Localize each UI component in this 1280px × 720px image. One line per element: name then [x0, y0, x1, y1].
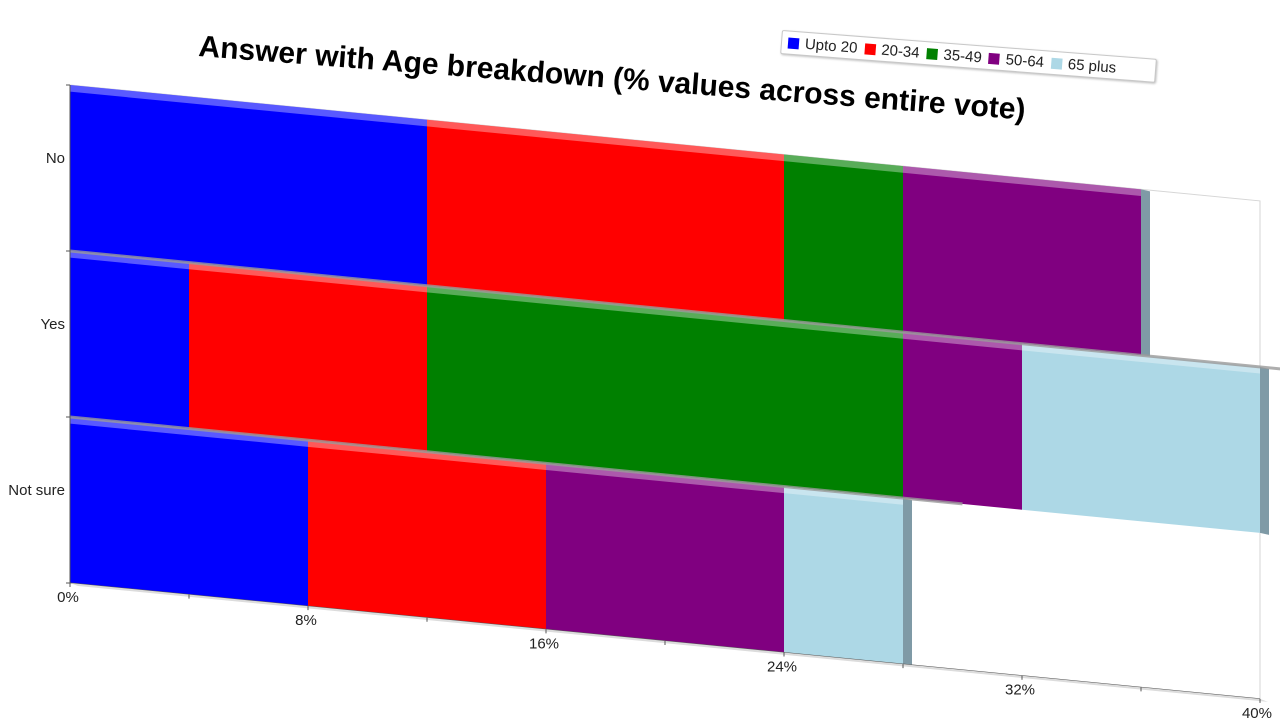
bar-top-face: [70, 251, 189, 270]
x-tick-label: 16%: [529, 635, 559, 652]
bar-yes-65-plus: [1022, 343, 1260, 533]
bar-yes-20-34: [189, 262, 427, 452]
x-tick-label: 32%: [1005, 682, 1035, 699]
bar-top-face: [189, 262, 427, 293]
bar-end-face: [1141, 189, 1150, 358]
legend-item: 50-64: [988, 49, 1045, 71]
legend-swatch: [863, 42, 876, 55]
legend-swatch: [926, 47, 938, 60]
bar-top-face: [903, 166, 1141, 196]
legend-swatch: [988, 52, 1001, 65]
bar-yes-35-49: [427, 285, 903, 499]
legend-label: 50-64: [1005, 50, 1045, 71]
bar-not-sure-65-plus: [784, 486, 903, 665]
bar-not-sure-50-64: [546, 463, 784, 653]
x-tick-label: 8%: [295, 612, 317, 629]
bar-no-50-64: [903, 166, 1141, 356]
bar-top-face: [427, 285, 903, 339]
bar-top-face: [784, 486, 903, 505]
x-axis-floor: [70, 583, 1268, 702]
bar-top-face: [308, 440, 546, 471]
bar-top-face: [546, 463, 784, 494]
bar-top-face: [70, 85, 427, 127]
legend-label: 65 plus: [1067, 55, 1117, 77]
x-tick-label: 40%: [1242, 705, 1272, 720]
legend-item: 65 plus: [1050, 54, 1117, 77]
bar-end-face: [903, 498, 912, 667]
bar-end-face: [1260, 366, 1269, 535]
bar-not-sure-upto-20: [70, 417, 308, 607]
legend-label: 35-49: [942, 45, 983, 66]
bar-no-35-49: [784, 154, 903, 333]
legend-item: 35-49: [926, 45, 983, 66]
bar-no-20-34: [427, 119, 784, 321]
bar-not-sure-20-34: [308, 440, 546, 630]
bar-yes-upto-20: [70, 251, 189, 429]
y-category-label: Yes: [41, 316, 65, 333]
bar-no-upto-20: [70, 85, 427, 286]
bar-top-face: [70, 417, 308, 447]
legend-swatch: [787, 37, 800, 49]
bar-top-face: [427, 119, 784, 162]
x-tick-label: 24%: [767, 659, 797, 676]
legend-swatch: [1050, 57, 1063, 70]
x-tick-label: 0%: [57, 589, 79, 606]
bar-top-face: [1022, 343, 1260, 374]
row-separator: [69, 415, 963, 506]
legend-label: Upto 20: [804, 35, 859, 57]
row-separator: [69, 249, 1280, 371]
y-category-label: Not sure: [8, 482, 65, 499]
y-category-label: No: [46, 150, 65, 167]
legend-item: 20-34: [863, 40, 921, 62]
bar-top-face: [903, 332, 1022, 351]
bar-top-face: [784, 154, 903, 173]
bar-yes-50-64: [903, 332, 1022, 510]
legend-label: 20-34: [880, 41, 921, 62]
legend-item: Upto 20: [787, 34, 858, 56]
